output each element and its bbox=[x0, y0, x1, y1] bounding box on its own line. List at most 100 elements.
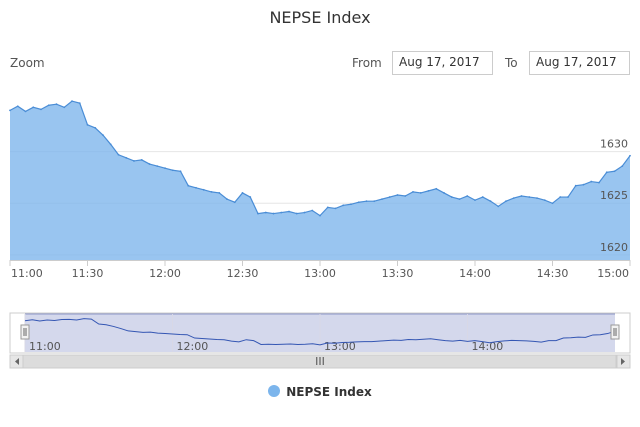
data-point bbox=[40, 108, 42, 111]
data-point bbox=[32, 106, 35, 109]
y-tick-label: 1625 bbox=[600, 189, 628, 202]
data-point bbox=[117, 153, 120, 156]
data-point bbox=[342, 204, 345, 207]
data-point bbox=[474, 199, 476, 202]
data-point bbox=[629, 154, 631, 157]
data-point bbox=[148, 163, 151, 165]
data-point bbox=[505, 200, 507, 203]
data-point bbox=[295, 212, 298, 215]
data-point bbox=[226, 198, 228, 201]
x-tick-label: 13:30 bbox=[382, 267, 414, 280]
x-tick-label: 14:00 bbox=[459, 267, 491, 280]
navigator-tick-label: 11:00 bbox=[29, 340, 61, 353]
x-tick-label: 11:30 bbox=[72, 267, 104, 280]
x-axis: 11:00 11:30 12:00 12:30 13:00 13:30 14:00 14:30… bbox=[9, 260, 631, 280]
zoom-label: Zoom bbox=[10, 56, 45, 70]
data-point bbox=[404, 195, 407, 197]
data-point bbox=[388, 196, 391, 198]
range-to-input[interactable]: Aug 17, 2017 bbox=[529, 51, 630, 75]
x-tick-label: 12:30 bbox=[227, 267, 259, 280]
data-point bbox=[450, 196, 453, 198]
navigator-tick-label: 12:00 bbox=[177, 340, 209, 353]
data-point bbox=[218, 192, 221, 194]
data-point bbox=[458, 198, 461, 201]
x-tick-label: 15:00 bbox=[597, 267, 629, 280]
data-point bbox=[179, 170, 182, 173]
data-point bbox=[264, 211, 267, 214]
x-tick-label: 13:00 bbox=[304, 267, 336, 280]
y-tick-label: 1620 bbox=[600, 241, 628, 254]
data-point bbox=[520, 195, 523, 197]
data-point bbox=[326, 206, 329, 209]
data-point bbox=[396, 194, 399, 196]
data-point bbox=[125, 156, 128, 159]
data-point bbox=[47, 104, 50, 107]
chart-title: NEPSE Index bbox=[269, 8, 371, 27]
data-point bbox=[319, 214, 321, 217]
data-point bbox=[489, 200, 492, 203]
data-point bbox=[195, 186, 197, 189]
data-point bbox=[481, 196, 484, 198]
data-point bbox=[133, 160, 135, 162]
data-point bbox=[233, 201, 236, 204]
range-from-input[interactable]: Aug 17, 2017 bbox=[392, 51, 493, 75]
data-point bbox=[357, 201, 360, 204]
data-point bbox=[373, 200, 376, 203]
data-point bbox=[598, 181, 600, 184]
data-point bbox=[241, 192, 244, 194]
data-point bbox=[582, 183, 585, 186]
x-tick-label: 11:00 bbox=[11, 267, 43, 280]
data-point bbox=[86, 123, 89, 126]
data-point bbox=[303, 211, 306, 214]
data-point bbox=[350, 203, 352, 206]
data-point bbox=[543, 199, 546, 202]
data-point bbox=[140, 159, 143, 161]
data-point bbox=[590, 180, 593, 183]
navigator-handle-right[interactable] bbox=[610, 324, 620, 340]
data-point bbox=[621, 165, 624, 168]
data-point bbox=[164, 167, 166, 170]
data-point bbox=[257, 212, 259, 215]
range-from-label: From bbox=[352, 56, 382, 70]
data-point bbox=[171, 169, 174, 172]
data-point bbox=[71, 100, 73, 102]
data-point bbox=[551, 202, 554, 205]
data-point bbox=[412, 191, 414, 193]
legend-item[interactable]: NEPSE Index bbox=[0, 385, 640, 399]
data-point bbox=[63, 106, 66, 109]
navigator-handle-left[interactable] bbox=[20, 324, 30, 340]
navigator-tick-label: 14:00 bbox=[472, 340, 504, 353]
data-point bbox=[443, 192, 445, 194]
data-point bbox=[249, 196, 252, 198]
data-point bbox=[55, 103, 58, 106]
data-point bbox=[466, 195, 469, 197]
data-point bbox=[24, 110, 27, 113]
y-axis: 1620 1625 1630 bbox=[600, 138, 628, 254]
data-point bbox=[187, 184, 190, 187]
data-point bbox=[512, 197, 515, 199]
scrollbar-grip-icon: III bbox=[315, 355, 325, 368]
range-to-label: To bbox=[505, 56, 518, 70]
x-tick-label: 14:30 bbox=[537, 267, 569, 280]
data-point bbox=[365, 200, 368, 203]
data-point bbox=[435, 187, 438, 190]
data-point bbox=[288, 210, 290, 213]
data-point bbox=[78, 102, 81, 105]
scroll-left-arrow-icon bbox=[15, 358, 19, 365]
data-point bbox=[334, 207, 337, 210]
data-point bbox=[156, 165, 159, 168]
data-point bbox=[536, 197, 538, 199]
data-point bbox=[574, 184, 577, 187]
data-point bbox=[102, 134, 104, 137]
data-point bbox=[528, 196, 531, 198]
data-point bbox=[567, 196, 569, 198]
data-point bbox=[613, 170, 616, 173]
series-area bbox=[9, 100, 631, 260]
data-point bbox=[381, 198, 383, 201]
legend-label: NEPSE Index bbox=[286, 385, 372, 399]
x-tick-label: 12:00 bbox=[149, 267, 181, 280]
data-point bbox=[16, 105, 19, 108]
data-point bbox=[202, 188, 205, 191]
